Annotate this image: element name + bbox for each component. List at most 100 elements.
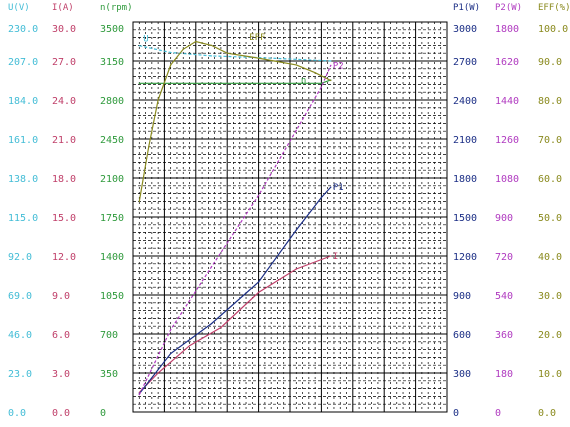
data-point-u	[138, 45, 140, 47]
series-label-p2: P2	[333, 61, 344, 71]
data-point-u	[210, 55, 213, 57]
axis-tick-labels: 0.0 23.0 46.0 69.0 92.0 115.0 138.0 161.0 184.0 2…	[8, 24, 568, 419]
data-point-u	[170, 51, 172, 54]
data-point-n	[138, 82, 140, 84]
data-point-eff	[251, 56, 253, 58]
data-point-p2	[320, 86, 322, 88]
tick-label-eff: 20.0	[538, 330, 562, 341]
series-label-eff: EFF	[249, 33, 265, 43]
tick-label-eff: 10.0	[538, 369, 562, 380]
data-point-p2	[210, 266, 213, 268]
data-point-eff	[157, 99, 159, 101]
tick-label-p2: 0	[495, 408, 501, 419]
data-point-eff	[195, 40, 197, 43]
tick-label-p1: 600	[453, 330, 471, 341]
data-point-p1	[258, 281, 260, 283]
tick-label-i: 21.0	[52, 135, 76, 146]
tick-label-eff: 90.0	[538, 57, 562, 68]
tick-label-n: 350	[100, 369, 118, 380]
tick-label-i: 0.0	[52, 408, 70, 419]
tick-label-p2: 900	[495, 213, 513, 224]
data-point-n	[320, 82, 322, 84]
tick-label-p1: 1500	[453, 213, 477, 224]
tick-label-p2: 1800	[495, 24, 519, 35]
data-point-p1	[320, 196, 322, 199]
data-point-u	[295, 58, 297, 60]
tick-label-n: 0	[100, 408, 106, 419]
data-point-eff	[138, 200, 140, 202]
data-point-n	[289, 82, 291, 84]
series-label-p1: P1	[333, 183, 344, 193]
tick-label-p1: 300	[453, 369, 471, 380]
data-point-p1	[210, 323, 213, 325]
curve-labels: U In P1 P2 EFF	[143, 33, 343, 262]
data-point-i	[330, 255, 332, 257]
data-point-eff	[182, 48, 184, 50]
data-point-n	[170, 82, 172, 84]
tick-label-p2: 1620	[495, 57, 519, 68]
tick-label-n: 1400	[100, 252, 124, 263]
plot-grid	[132, 21, 448, 413]
tick-label-i: 9.0	[52, 291, 70, 302]
tick-label-p1: 1800	[453, 174, 477, 185]
tick-label-p2: 360	[495, 330, 513, 341]
tick-label-u: 92.0	[8, 252, 32, 263]
axis-header-u: U(V)	[8, 3, 30, 13]
data-point-i	[295, 268, 297, 270]
data-point-eff	[170, 64, 172, 66]
tick-label-p2: 1440	[495, 96, 519, 107]
tick-label-n: 1050	[100, 291, 124, 302]
data-point-eff	[330, 79, 332, 82]
tick-label-n: 1750	[100, 213, 124, 224]
data-point-i	[220, 326, 222, 329]
tick-label-p1: 900	[453, 291, 471, 302]
tick-label-u: 0.0	[8, 408, 26, 419]
tick-label-u: 23.0	[8, 369, 32, 380]
tick-label-i: 18.0	[52, 174, 76, 185]
tick-label-u: 161.0	[8, 135, 38, 146]
data-point-eff	[295, 64, 297, 66]
tick-label-i: 6.0	[52, 330, 70, 341]
tick-label-n: 2800	[100, 96, 124, 107]
data-point-i	[258, 291, 260, 293]
tick-label-eff: 80.0	[538, 96, 562, 107]
data-curves	[138, 40, 332, 396]
tick-label-u: 184.0	[8, 96, 38, 107]
data-point-u	[330, 60, 332, 62]
data-point-eff	[210, 44, 213, 47]
tick-label-i: 15.0	[52, 213, 76, 224]
tick-label-eff: 60.0	[538, 174, 562, 185]
tick-label-p2: 540	[495, 291, 513, 302]
data-point-eff	[314, 72, 316, 74]
data-point-p1	[170, 352, 172, 355]
tick-label-u: 207.0	[8, 57, 38, 68]
axis-header-n: n(rpm)	[100, 3, 133, 13]
tick-label-n: 3500	[100, 24, 124, 35]
data-point-i	[188, 345, 191, 347]
axis-header-i: I(A)	[52, 3, 74, 13]
data-point-i	[157, 372, 159, 374]
data-point-p2	[170, 329, 172, 331]
tick-label-i: 3.0	[52, 369, 70, 380]
tick-label-p1: 3000	[453, 24, 477, 35]
tick-label-p2: 720	[495, 252, 513, 263]
tick-label-p2: 1260	[495, 135, 519, 146]
data-point-p2	[295, 129, 297, 131]
data-point-p1	[295, 229, 297, 231]
data-point-p1	[330, 186, 332, 188]
tick-label-eff: 40.0	[538, 252, 562, 263]
tick-label-u: 230.0	[8, 24, 38, 35]
data-point-n	[251, 82, 253, 84]
data-point-eff	[273, 60, 275, 62]
tick-label-p1: 2100	[453, 135, 477, 146]
tick-label-n: 700	[100, 330, 118, 341]
tick-label-n: 2100	[100, 174, 124, 185]
tick-label-i: 12.0	[52, 252, 76, 263]
data-point-eff	[226, 52, 228, 54]
tick-label-n: 2450	[100, 135, 124, 146]
data-point-p2	[330, 64, 332, 66]
tick-label-p2: 180	[495, 369, 513, 380]
tick-label-eff: 0.0	[538, 408, 556, 419]
tick-label-i: 24.0	[52, 96, 76, 107]
data-point-p2	[138, 394, 140, 396]
